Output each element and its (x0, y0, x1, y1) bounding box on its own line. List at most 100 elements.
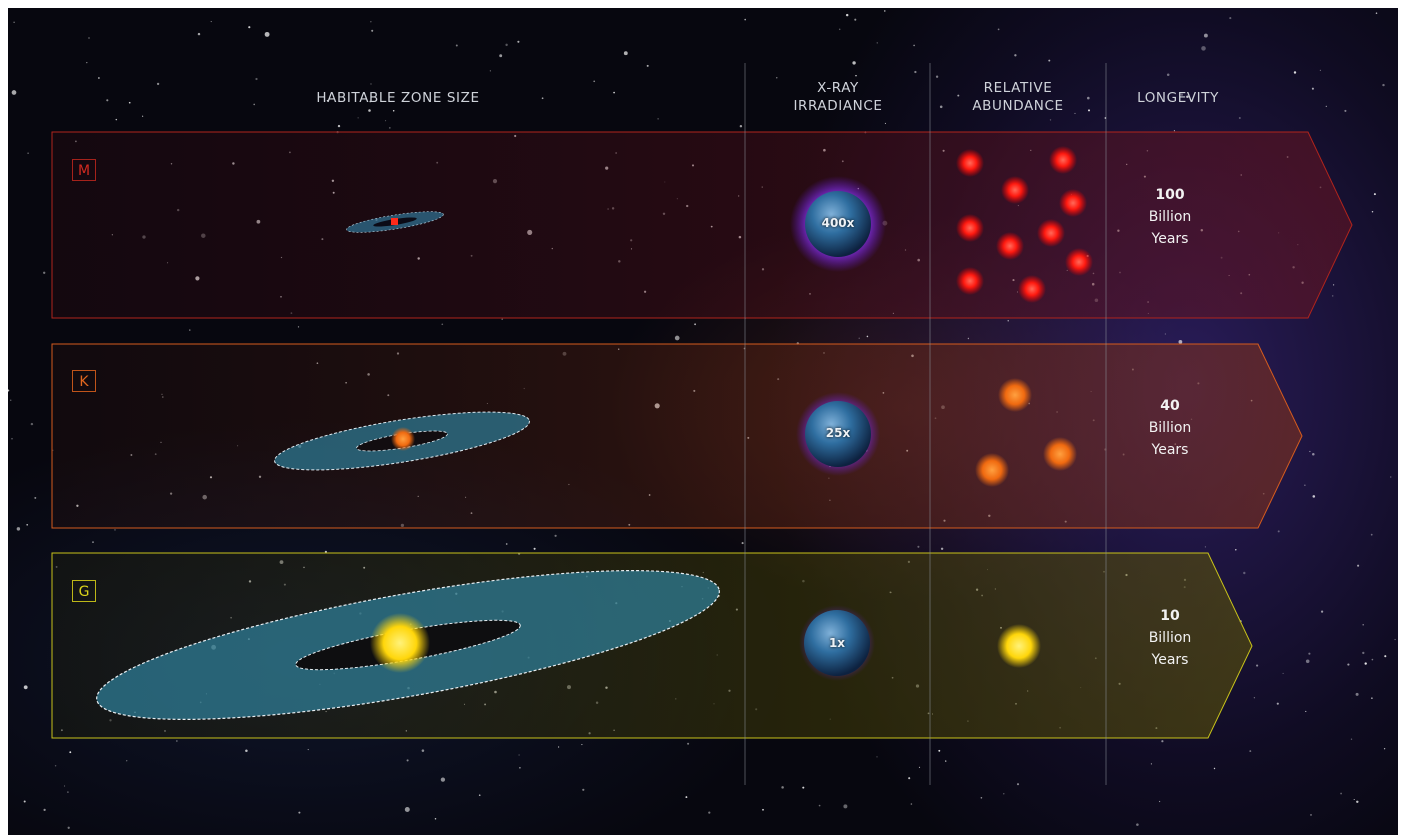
background-star (554, 534, 557, 537)
background-star (623, 51, 628, 56)
background-star (1382, 83, 1385, 87)
abundance-star (1059, 189, 1087, 217)
background-star (918, 766, 921, 769)
longevity-unit: Billion (1148, 420, 1192, 436)
background-star (1362, 651, 1365, 655)
background-star (26, 523, 29, 526)
background-star (1016, 783, 1020, 786)
background-star (694, 323, 696, 326)
background-star (1304, 484, 1306, 486)
background-star (533, 547, 536, 550)
class-tag-g: G (72, 580, 96, 602)
background-star (1308, 652, 1311, 655)
background-star (455, 44, 458, 47)
planet-g (804, 610, 870, 676)
longevity-g: 10 Billion Years (1110, 605, 1230, 671)
background-star (176, 740, 178, 742)
background-star (126, 760, 128, 762)
background-star (1161, 740, 1164, 743)
abundance-star (975, 453, 1009, 487)
background-star (142, 115, 144, 117)
header-relative-abundance: RELATIVE ABUNDANCE (972, 80, 1064, 114)
background-star (1325, 105, 1327, 108)
background-star (884, 122, 886, 124)
abundance-star (1001, 176, 1029, 204)
background-star (917, 545, 920, 548)
longevity-suffix: Years (1151, 442, 1189, 458)
background-star (1312, 453, 1315, 456)
infographic-frame: HABITABLE ZONE SIZE X-RAY IRRADIANCE REL… (8, 8, 1398, 835)
background-star (818, 804, 821, 807)
background-star (307, 749, 309, 751)
background-star (1238, 117, 1241, 119)
planet-k (805, 401, 871, 467)
g-star (370, 613, 430, 673)
background-star (1362, 624, 1364, 626)
background-star (582, 788, 585, 791)
background-star (253, 103, 256, 106)
abundance-star (1037, 219, 1065, 247)
background-star (1048, 59, 1051, 62)
background-star (1164, 333, 1167, 335)
background-star (1276, 702, 1279, 705)
background-star (685, 796, 688, 799)
background-star (646, 64, 649, 67)
background-star (67, 791, 69, 793)
class-tag-k: K (72, 370, 96, 392)
background-star (1249, 750, 1252, 753)
background-star (518, 754, 520, 756)
background-star (388, 127, 391, 129)
background-star (1375, 12, 1378, 14)
header-habitable-zone-size: HABITABLE ZONE SIZE (316, 90, 480, 106)
background-star (1201, 46, 1206, 51)
abundance-star (956, 149, 984, 177)
background-star (687, 742, 690, 745)
background-star (876, 756, 878, 758)
background-star (613, 91, 615, 94)
header-longevity: LONGEVITY (1137, 90, 1219, 106)
m-star (391, 218, 398, 225)
background-star (370, 21, 372, 23)
abundance-star (998, 378, 1032, 412)
background-star (1350, 738, 1353, 740)
background-star (1282, 672, 1284, 674)
background-star (1371, 211, 1374, 213)
background-star (324, 550, 327, 553)
background-star (43, 808, 46, 812)
background-star (741, 542, 744, 545)
background-star (370, 83, 372, 85)
header-xray-irradiance: X-RAY IRRADIANCE (793, 80, 883, 114)
background-star (478, 794, 481, 797)
background-star (935, 75, 939, 78)
background-star (843, 804, 848, 809)
abundance-star (1049, 146, 1077, 174)
background-star (1357, 564, 1360, 567)
longevity-unit: Billion (1148, 209, 1192, 225)
background-star (940, 547, 944, 551)
background-star (11, 90, 17, 95)
background-star (189, 329, 191, 331)
background-star (781, 786, 784, 789)
background-star (13, 21, 15, 24)
background-star (499, 54, 503, 58)
background-star (1305, 710, 1307, 712)
background-star (967, 337, 970, 340)
background-star (1344, 109, 1347, 112)
background-star (739, 124, 743, 128)
background-star (1087, 109, 1091, 112)
background-star (558, 746, 560, 748)
background-star (997, 28, 1000, 31)
background-star (657, 118, 659, 120)
background-star (197, 32, 201, 36)
background-star (1332, 284, 1335, 286)
background-star (441, 323, 444, 326)
background-star (1384, 655, 1387, 658)
abundance-star (1065, 248, 1093, 276)
background-star (858, 337, 860, 339)
background-star (1305, 659, 1310, 664)
background-star (1364, 662, 1367, 665)
longevity-m: 100 Billion Years (1110, 184, 1230, 250)
background-star (86, 62, 88, 64)
background-star (1353, 798, 1355, 801)
background-star (845, 13, 849, 17)
